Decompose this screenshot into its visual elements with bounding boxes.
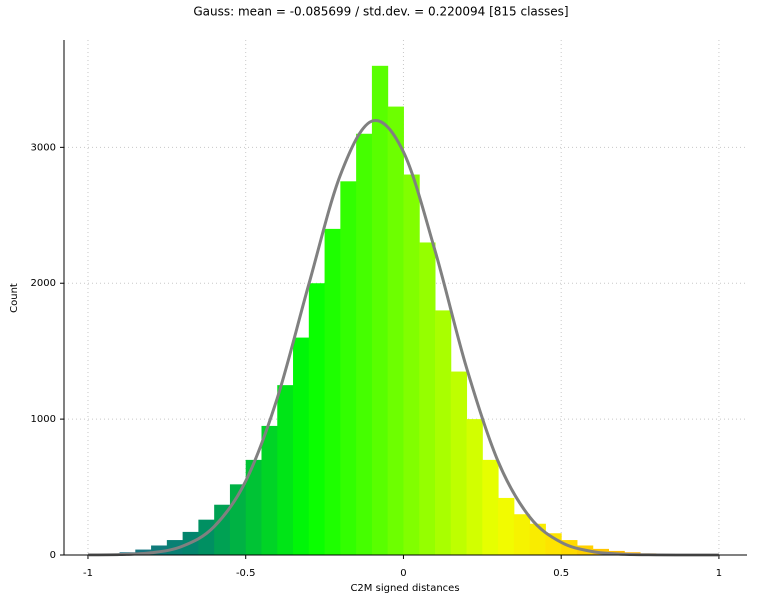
histogram-bar [403,174,420,555]
histogram-bar [482,459,499,555]
histogram-bar [245,459,262,555]
histogram-bar [261,425,278,555]
histogram-bar [498,497,515,555]
histogram-bar [387,106,404,555]
histogram-bar [450,371,468,555]
histogram-bar [371,65,389,556]
histogram-bar [340,181,357,555]
y-tick-label: 3000 [31,142,56,153]
y-tick-label: 0 [50,550,56,561]
histogram-bar [214,504,231,555]
histogram-bar [308,283,326,555]
histogram-bar [277,385,294,555]
x-tick-label: 0.5 [553,568,569,579]
histogram-bar [466,419,483,555]
histogram-bar [324,228,341,555]
y-axis-label: Count [9,283,20,313]
histogram-bar [513,514,531,555]
histogram-bar [434,310,452,555]
x-axis-label: C2M signed distances [350,583,459,594]
gauss-curve [87,118,719,557]
histogram-bar [356,133,373,555]
x-tick-label: 1 [716,568,722,579]
chart-title: Gauss: mean = -0.085699 / std.dev. = 0.2… [193,5,568,19]
histogram-bar [419,242,436,555]
y-tick-label: 1000 [31,414,56,425]
histogram-bar [529,523,546,555]
y-tick-label: 2000 [31,278,56,289]
x-tick-label: -1 [83,568,93,579]
histogram-bar [293,337,310,555]
x-tick-label: 0 [400,568,406,579]
x-tick-label: -0.5 [236,568,256,579]
